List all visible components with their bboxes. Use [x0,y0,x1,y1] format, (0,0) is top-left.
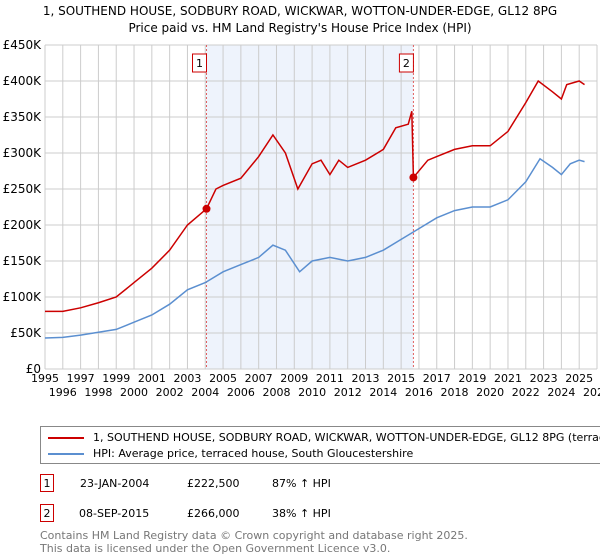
series-line [44,157,585,339]
y-tick-label: £300K [3,146,43,160]
x-tick-label: 1999 [102,372,130,385]
x-tick-label: 2001 [138,372,166,385]
legend-swatch [48,452,84,455]
legend: 1, SOUTHEND HOUSE, SODBURY ROAD, WICKWAR… [40,426,600,464]
sale-point [202,204,211,213]
y-tick-label: £0 [26,362,41,376]
x-tick-label: 2010 [298,386,326,399]
legend-swatch [48,436,84,439]
x-tick-label: 2025 [565,372,593,385]
footer: Contains HM Land Registry data © Crown c… [40,529,468,555]
x-tick-label: 2016 [405,386,433,399]
y-tick-label: £250K [3,182,43,196]
sale-marker-badge [398,53,414,73]
x-tick-label: 2019 [458,372,486,385]
x-tick-label: 2013 [352,372,380,385]
footer-line: This data is licensed under the Open Gov… [40,542,391,555]
sale-price: £266,000 [187,506,240,520]
series-line [45,79,585,313]
x-tick-label: 1997 [67,372,95,385]
sale-badge: 2 [40,504,54,522]
x-tick-label: 2011 [316,372,344,385]
y-tick-label: £50K [10,326,42,340]
x-tick-label: 2018 [441,386,469,399]
sale-date: 08-SEP-2015 [79,506,150,520]
sale-marker-label: 2 [403,57,410,70]
x-tick-label: 2022 [512,386,540,399]
x-tick-label: 2000 [120,386,148,399]
x-tick-label: 2004 [191,386,219,399]
shaded-ownership-period [206,45,414,369]
sale-row: 2 08-SEP-2015 £266,000 38% ↑ HPI [40,504,331,522]
y-tick-label: £150K [3,254,43,268]
x-tick-label: 2002 [156,386,184,399]
legend-item-hpi: HPI: Average price, terraced house, Sout… [48,447,413,460]
title-line-1: 1, SOUTHEND HOUSE, SODBURY ROAD, WICKWAR… [42,4,558,18]
legend-label: HPI: Average price, terraced house, Sout… [93,447,414,460]
price-chart: 1995199619971998199920002001200220032004… [3,38,600,399]
chart-title: 1, SOUTHEND HOUSE, SODBURY ROAD, WICKWAR… [0,3,600,37]
x-tick-label: 2009 [280,372,308,385]
x-tick-label: 2006 [227,386,255,399]
legend-item-property: 1, SOUTHEND HOUSE, SODBURY ROAD, WICKWAR… [48,431,600,444]
sale-point [409,173,418,182]
x-tick-label: 2023 [530,372,558,385]
x-tick-label: 1998 [84,386,112,399]
x-tick-label: 2015 [387,372,415,385]
x-tick-label: 2007 [245,372,273,385]
y-tick-label: £350K [3,110,43,124]
x-tick-label: 2003 [173,372,201,385]
x-tick-label: 2017 [423,372,451,385]
y-tick-label: £450K [3,38,43,52]
legend-label: 1, SOUTHEND HOUSE, SODBURY ROAD, WICKWAR… [93,431,600,444]
footer-line: Contains HM Land Registry data © Crown c… [40,529,468,542]
sale-price: £222,500 [187,476,240,490]
x-tick-label: 2014 [369,386,397,399]
x-tick-label: 2012 [334,386,362,399]
x-tick-label: 2020 [476,386,504,399]
x-tick-label: 2008 [262,386,290,399]
sale-marker-label: 1 [196,57,203,70]
y-tick-label: £400K [3,74,43,88]
sale-badge: 1 [40,474,54,492]
title-line-2: Price paid vs. HM Land Registry's House … [128,21,472,35]
x-tick-label: 2005 [209,372,237,385]
sale-marker-badge [192,53,208,73]
y-tick-label: £100K [3,290,43,304]
x-tick-label: 2021 [494,372,522,385]
x-tick-label: 2024 [547,386,575,399]
x-tick-label: 1995 [31,372,59,385]
sale-hpi: 38% ↑ HPI [272,506,331,520]
x-tick-label: 1996 [49,386,77,399]
x-tick-label: 2026 [583,386,600,399]
sale-hpi: 87% ↑ HPI [272,476,331,490]
y-tick-label: £200K [3,218,43,232]
sale-date: 23-JAN-2004 [80,476,150,490]
sale-row: 1 23-JAN-2004 £222,500 87% ↑ HPI [40,474,331,492]
